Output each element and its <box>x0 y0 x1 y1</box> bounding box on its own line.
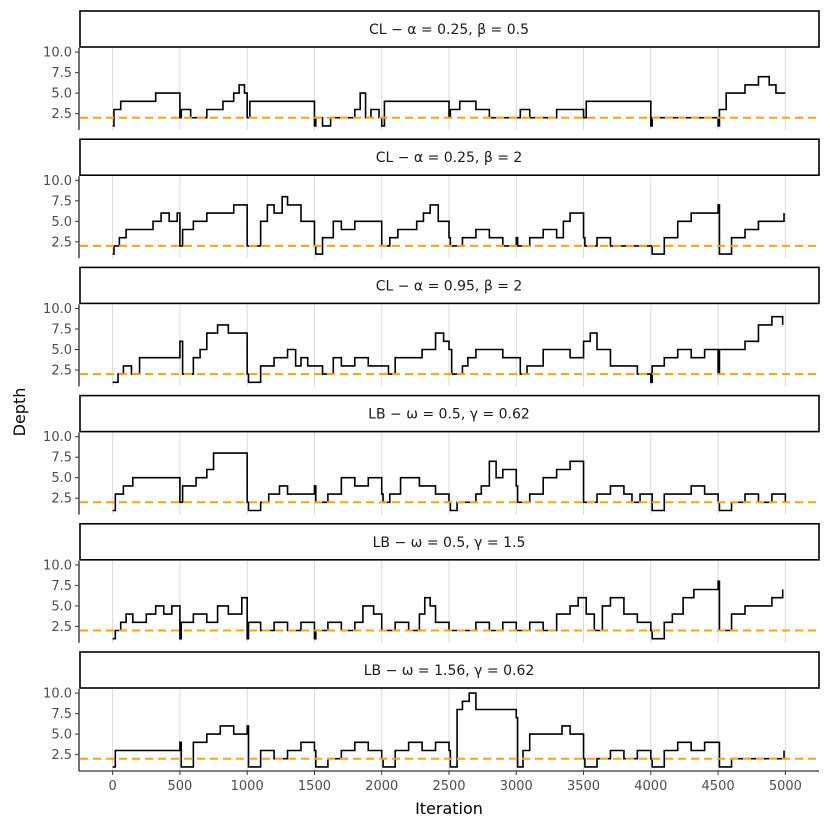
x-tick-label: 5000 <box>769 779 802 794</box>
x-tick-label: 2500 <box>432 779 465 794</box>
y-tick-label: 5.0 <box>51 215 72 230</box>
x-tick-label: 3500 <box>567 779 600 794</box>
facet-strip <box>79 522 820 561</box>
facet-strip <box>79 394 820 433</box>
y-tick-label: 7.5 <box>51 707 72 722</box>
facet-label: LB − ω = 0.5, γ = 0.62 <box>368 407 530 423</box>
x-tick-label: 4500 <box>702 779 735 794</box>
panels-layer: CL − α = 0.25, β = 0.52.55.07.510.0CL − … <box>43 10 820 772</box>
y-tick-label: 10.0 <box>43 174 72 189</box>
y-tick-label: 2.5 <box>51 748 72 763</box>
facet-label: LB − ω = 0.5, γ = 1.5 <box>373 535 526 551</box>
facet-strip <box>79 651 820 689</box>
y-tick-label: 10.0 <box>43 430 72 445</box>
y-tick-label: 10.0 <box>43 46 72 61</box>
y-tick-label: 10.0 <box>43 558 72 573</box>
x-axis: 0 500 1000 1500 2000 2500 3000 3500 4000 4500 5000 <box>108 771 802 794</box>
x-tick-label: 0 <box>108 779 116 794</box>
facet-panel: CL − α = 0.25, β = 0.5 2.5 5.0 7.5 10.0 <box>43 10 820 130</box>
y-tick-label: 10.0 <box>43 687 72 702</box>
depth-series-line <box>112 195 785 255</box>
facet-panel: LB − ω = 0.5, γ = 0.62 2.5 5.0 7.5 10.0 <box>43 394 820 515</box>
facet-strip <box>79 266 820 305</box>
y-tick-label: 2.5 <box>51 235 72 250</box>
y-tick-label: 7.5 <box>51 323 72 338</box>
facet-strip <box>79 138 820 176</box>
facet-panel: LB − ω = 1.56, γ = 0.62 2.5 5.0 7.5 10.0 <box>43 651 820 772</box>
y-tick-label: 7.5 <box>51 66 72 81</box>
depth-series-line <box>112 580 784 640</box>
y-tick-label: 5.0 <box>51 599 72 614</box>
x-tick-label: 500 <box>167 779 192 794</box>
depth-series-line <box>112 315 784 384</box>
x-tick-label: 1500 <box>298 779 331 794</box>
y-tick-label: 2.5 <box>51 492 72 507</box>
y-tick-label: 5.0 <box>51 471 72 486</box>
x-tick-label: 2000 <box>365 779 398 794</box>
y-tick-label: 5.0 <box>51 728 72 743</box>
y-tick-label: 5.0 <box>51 87 72 102</box>
y-tick-label: 2.5 <box>51 620 72 635</box>
facet-label: CL − α = 0.25, β = 0.5 <box>369 22 529 38</box>
y-axis-title: Depth <box>10 388 29 437</box>
y-tick-label: 2.5 <box>51 364 72 379</box>
depth-series-line <box>112 75 786 127</box>
y-tick-label: 10.0 <box>43 302 72 317</box>
x-axis-title: Iteration <box>415 799 483 818</box>
facet-label: LB − ω = 1.56, γ = 0.62 <box>364 663 535 679</box>
y-tick-label: 2.5 <box>51 107 72 122</box>
facet-strip <box>79 10 820 48</box>
facet-panel: LB − ω = 0.5, γ = 1.5 2.5 5.0 7.5 10.0 <box>43 522 820 643</box>
y-tick-label: 7.5 <box>51 579 72 594</box>
x-tick-label: 1000 <box>231 779 264 794</box>
facet-label: CL − α = 0.95, β = 2 <box>376 278 523 294</box>
x-tick-label: 4000 <box>634 779 667 794</box>
x-tick-label: 3000 <box>500 779 533 794</box>
y-tick-label: 7.5 <box>51 194 72 209</box>
facet-panel: CL − α = 0.95, β = 2 2.5 5.0 7.5 10.0 <box>43 266 820 387</box>
depth-series-line <box>112 692 785 768</box>
y-tick-label: 7.5 <box>51 451 72 466</box>
facet-label: CL − α = 0.25, β = 2 <box>376 150 523 166</box>
y-tick-label: 5.0 <box>51 343 72 358</box>
facet-panel: CL − α = 0.25, β = 2 2.5 5.0 7.5 10.0 <box>43 138 820 259</box>
